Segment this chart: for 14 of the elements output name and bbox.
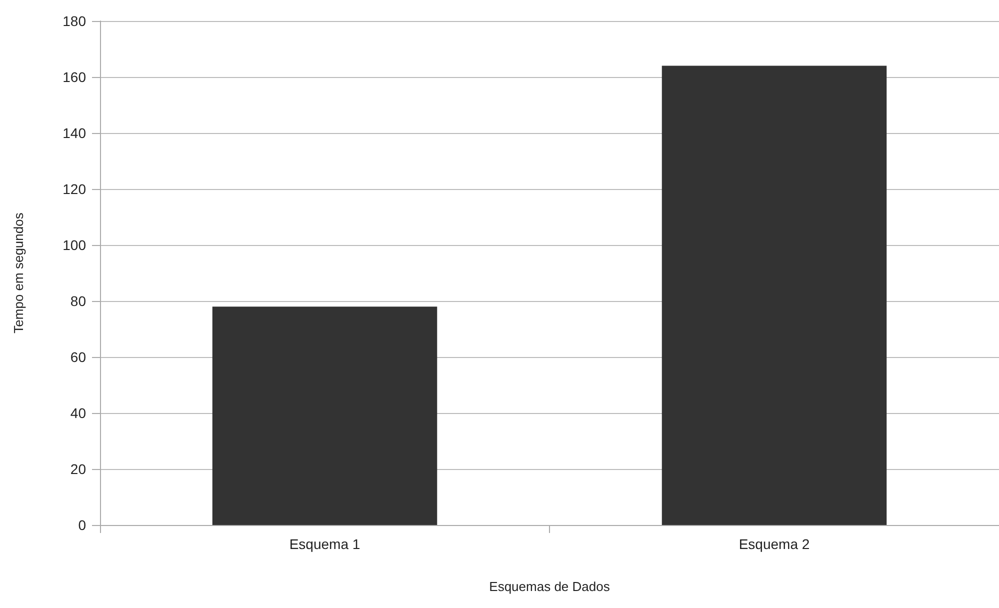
y-tick-label: 160	[62, 69, 86, 85]
y-tick-label: 120	[62, 181, 86, 197]
x-axis-title: Esquemas de Dados	[489, 579, 610, 594]
x-tick-label: Esquema 1	[289, 536, 360, 552]
y-tick-label: 180	[62, 13, 86, 29]
y-tick-label: 20	[70, 461, 86, 477]
y-axis-title: Tempo em segundos	[11, 212, 26, 334]
y-tick-label: 0	[78, 517, 86, 533]
y-tick-label: 40	[70, 405, 86, 421]
y-tick-label: 140	[62, 125, 86, 141]
y-tick-label: 80	[70, 293, 86, 309]
y-tick-label: 60	[70, 349, 86, 365]
y-tick-label: 100	[62, 237, 86, 253]
x-tick-label: Esquema 2	[738, 536, 810, 552]
